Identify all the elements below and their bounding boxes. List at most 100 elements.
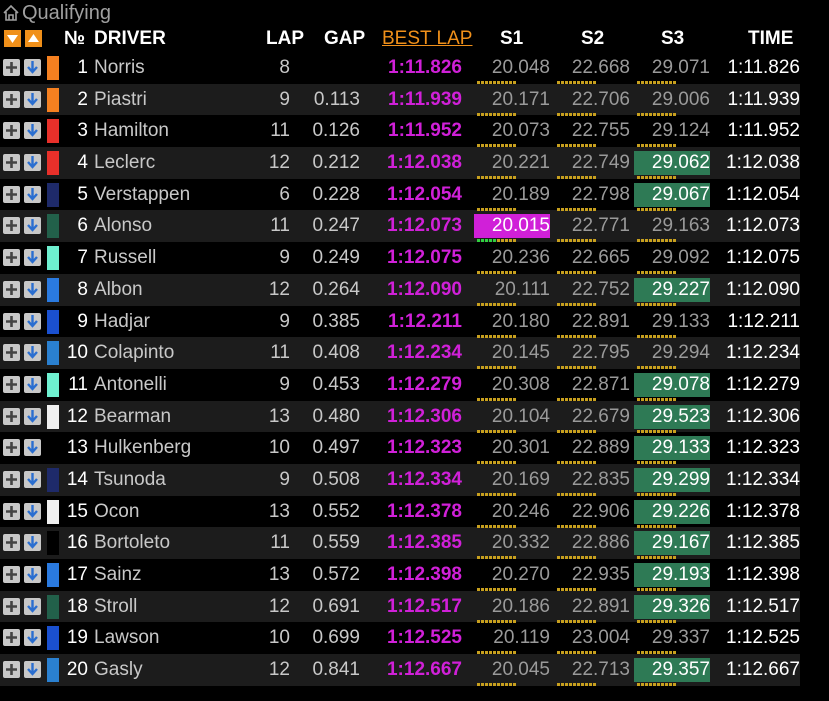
driver-name[interactable]: Lawson [94, 627, 160, 649]
add-icon[interactable] [3, 629, 20, 647]
driver-name[interactable]: Verstappen [94, 183, 191, 205]
table-row[interactable]: 12 Bearman 13 0.480 1:12.306 20.104 22.679 29.5… [0, 400, 800, 433]
header-no[interactable]: № [64, 28, 86, 49]
add-icon[interactable] [3, 59, 20, 76]
move-down-icon[interactable] [24, 661, 41, 679]
add-icon[interactable] [3, 439, 20, 457]
add-icon[interactable] [3, 661, 20, 679]
add-icon[interactable] [3, 470, 20, 488]
table-row[interactable]: 13 Hulkenberg 10 0.497 1:12.323 20.301 22.889 2… [0, 432, 800, 465]
header-best-lap[interactable]: BEST LAP [382, 28, 473, 49]
header-s2[interactable]: S2 [581, 28, 605, 49]
table-row[interactable]: 15 Ocon 13 0.552 1:12.378 20.246 22.906 29.226 1… [0, 496, 800, 528]
move-down-icon[interactable] [24, 439, 41, 457]
move-down-icon[interactable] [24, 629, 41, 647]
move-down-icon[interactable] [24, 122, 41, 140]
gap-value: 0.559 [312, 532, 360, 554]
add-icon[interactable] [3, 154, 20, 172]
sort-down-button[interactable] [4, 30, 21, 47]
add-icon[interactable] [3, 566, 20, 583]
driver-name[interactable]: Albon [94, 278, 143, 300]
table-row[interactable]: 7 Russell 9 0.249 1:12.075 20.236 22.665 29.092… [0, 242, 800, 275]
move-down-icon[interactable] [24, 90, 41, 108]
lap-time: 1:11.939 [727, 88, 800, 110]
driver-name[interactable]: Gasly [94, 659, 143, 681]
add-icon[interactable] [3, 249, 20, 267]
table-row[interactable]: 2 Piastri 9 0.113 1:11.939 20.171 22.706 29.006… [0, 83, 800, 116]
move-down-icon[interactable] [24, 566, 41, 583]
move-down-icon[interactable] [24, 597, 41, 615]
header-gap[interactable]: GAP [324, 28, 366, 49]
table-row[interactable]: 10 Colapinto 11 0.408 1:12.234 20.145 22.795 29… [0, 337, 800, 370]
header-lap[interactable]: LAP [266, 28, 304, 49]
add-icon[interactable] [3, 534, 20, 552]
move-down-icon[interactable] [24, 59, 41, 76]
move-down-icon[interactable] [24, 154, 41, 172]
sector-minisector-bars [557, 81, 596, 84]
table-row[interactable]: 8 Albon 12 0.264 1:12.090 20.111 22.752 29.227 1… [0, 273, 800, 306]
driver-name[interactable]: Russell [94, 247, 157, 269]
move-down-icon[interactable] [24, 280, 41, 298]
move-down-icon[interactable] [24, 344, 41, 362]
table-row[interactable]: 1 Norris 8 1:11.826 20.048 22.668 29.071 1:11.8… [0, 52, 800, 84]
table-row[interactable]: 17 Sainz 13 0.572 1:12.398 20.270 22.935 29.193… [0, 559, 800, 591]
table-row[interactable]: 14 Tsunoda 9 0.508 1:12.334 20.169 22.835 29.29… [0, 463, 800, 496]
add-icon[interactable] [3, 280, 20, 298]
driver-name[interactable]: Hadjar [94, 310, 150, 332]
lap-count: 12 [268, 278, 290, 300]
add-icon[interactable] [3, 344, 20, 362]
move-down-icon[interactable] [24, 407, 41, 425]
driver-name[interactable]: Ocon [94, 500, 140, 522]
add-icon[interactable] [3, 597, 20, 615]
driver-name[interactable]: Hamilton [94, 120, 169, 142]
driver-name[interactable]: Leclerc [94, 152, 156, 174]
driver-name[interactable]: Antonelli [94, 373, 167, 395]
table-row[interactable]: 11 Antonelli 9 0.453 1:12.279 20.308 22.871 29.… [0, 369, 800, 401]
add-icon[interactable] [3, 185, 20, 203]
add-icon[interactable] [3, 407, 20, 425]
add-icon[interactable] [3, 375, 20, 393]
sector-3-time: 29.357 [634, 658, 710, 687]
move-down-icon[interactable] [24, 249, 41, 267]
driver-name[interactable]: Hulkenberg [94, 437, 192, 459]
table-row[interactable]: 4 Leclerc 12 0.212 1:12.038 20.221 22.749 29.06… [0, 147, 800, 180]
move-down-icon[interactable] [24, 375, 41, 393]
home-icon[interactable] [2, 4, 20, 22]
header-time[interactable]: TIME [748, 28, 794, 49]
driver-name[interactable]: Bearman [94, 405, 172, 427]
table-row[interactable]: 20 Gasly 12 0.841 1:12.667 20.045 22.713 29.357… [0, 654, 800, 687]
driver-name[interactable]: Sainz [94, 564, 142, 585]
move-down-icon[interactable] [24, 502, 41, 520]
move-down-icon[interactable] [24, 185, 41, 203]
header-s3[interactable]: S3 [661, 28, 685, 49]
move-down-icon[interactable] [24, 534, 41, 552]
table-row[interactable]: 5 Verstappen 6 0.228 1:12.054 20.189 22.798 29.… [0, 179, 800, 211]
gap-value: 0.264 [312, 278, 360, 300]
team-color-swatch [47, 87, 59, 112]
table-row[interactable]: 18 Stroll 12 0.691 1:12.517 20.186 22.891 29.32… [0, 590, 800, 623]
driver-name[interactable]: Stroll [94, 595, 138, 617]
move-down-icon[interactable] [24, 217, 41, 235]
move-down-icon[interactable] [24, 312, 41, 330]
driver-name[interactable]: Alonso [94, 215, 153, 237]
add-icon[interactable] [3, 122, 20, 140]
driver-name[interactable]: Colapinto [94, 342, 175, 364]
driver-name[interactable]: Piastri [94, 88, 147, 110]
driver-name[interactable]: Bortoleto [94, 532, 171, 554]
table-row[interactable]: 3 Hamilton 11 0.126 1:11.952 20.073 22.755 29.1… [0, 115, 800, 148]
table-row[interactable]: 16 Bortoleto 11 0.559 1:12.385 20.332 22.886 29… [0, 527, 800, 560]
add-icon[interactable] [3, 90, 20, 108]
add-icon[interactable] [3, 312, 20, 330]
sector-minisector-bars [557, 144, 596, 148]
sort-up-button[interactable] [25, 30, 42, 47]
add-icon[interactable] [3, 217, 20, 235]
table-row[interactable]: 6 Alonso 11 0.247 1:12.073 20.015 22.771 29.163… [0, 210, 800, 243]
add-icon[interactable] [3, 502, 20, 520]
driver-name[interactable]: Tsunoda [94, 468, 166, 490]
driver-name[interactable]: Norris [94, 57, 145, 78]
table-row[interactable]: 9 Hadjar 9 0.385 1:12.211 20.180 22.891 29.133 1… [0, 306, 800, 338]
header-driver[interactable]: DRIVER [94, 28, 166, 49]
table-row[interactable]: 19 Lawson 10 0.699 1:12.525 20.119 23.004 29.33… [0, 622, 800, 655]
header-s1[interactable]: S1 [500, 28, 524, 49]
move-down-icon[interactable] [24, 470, 41, 488]
